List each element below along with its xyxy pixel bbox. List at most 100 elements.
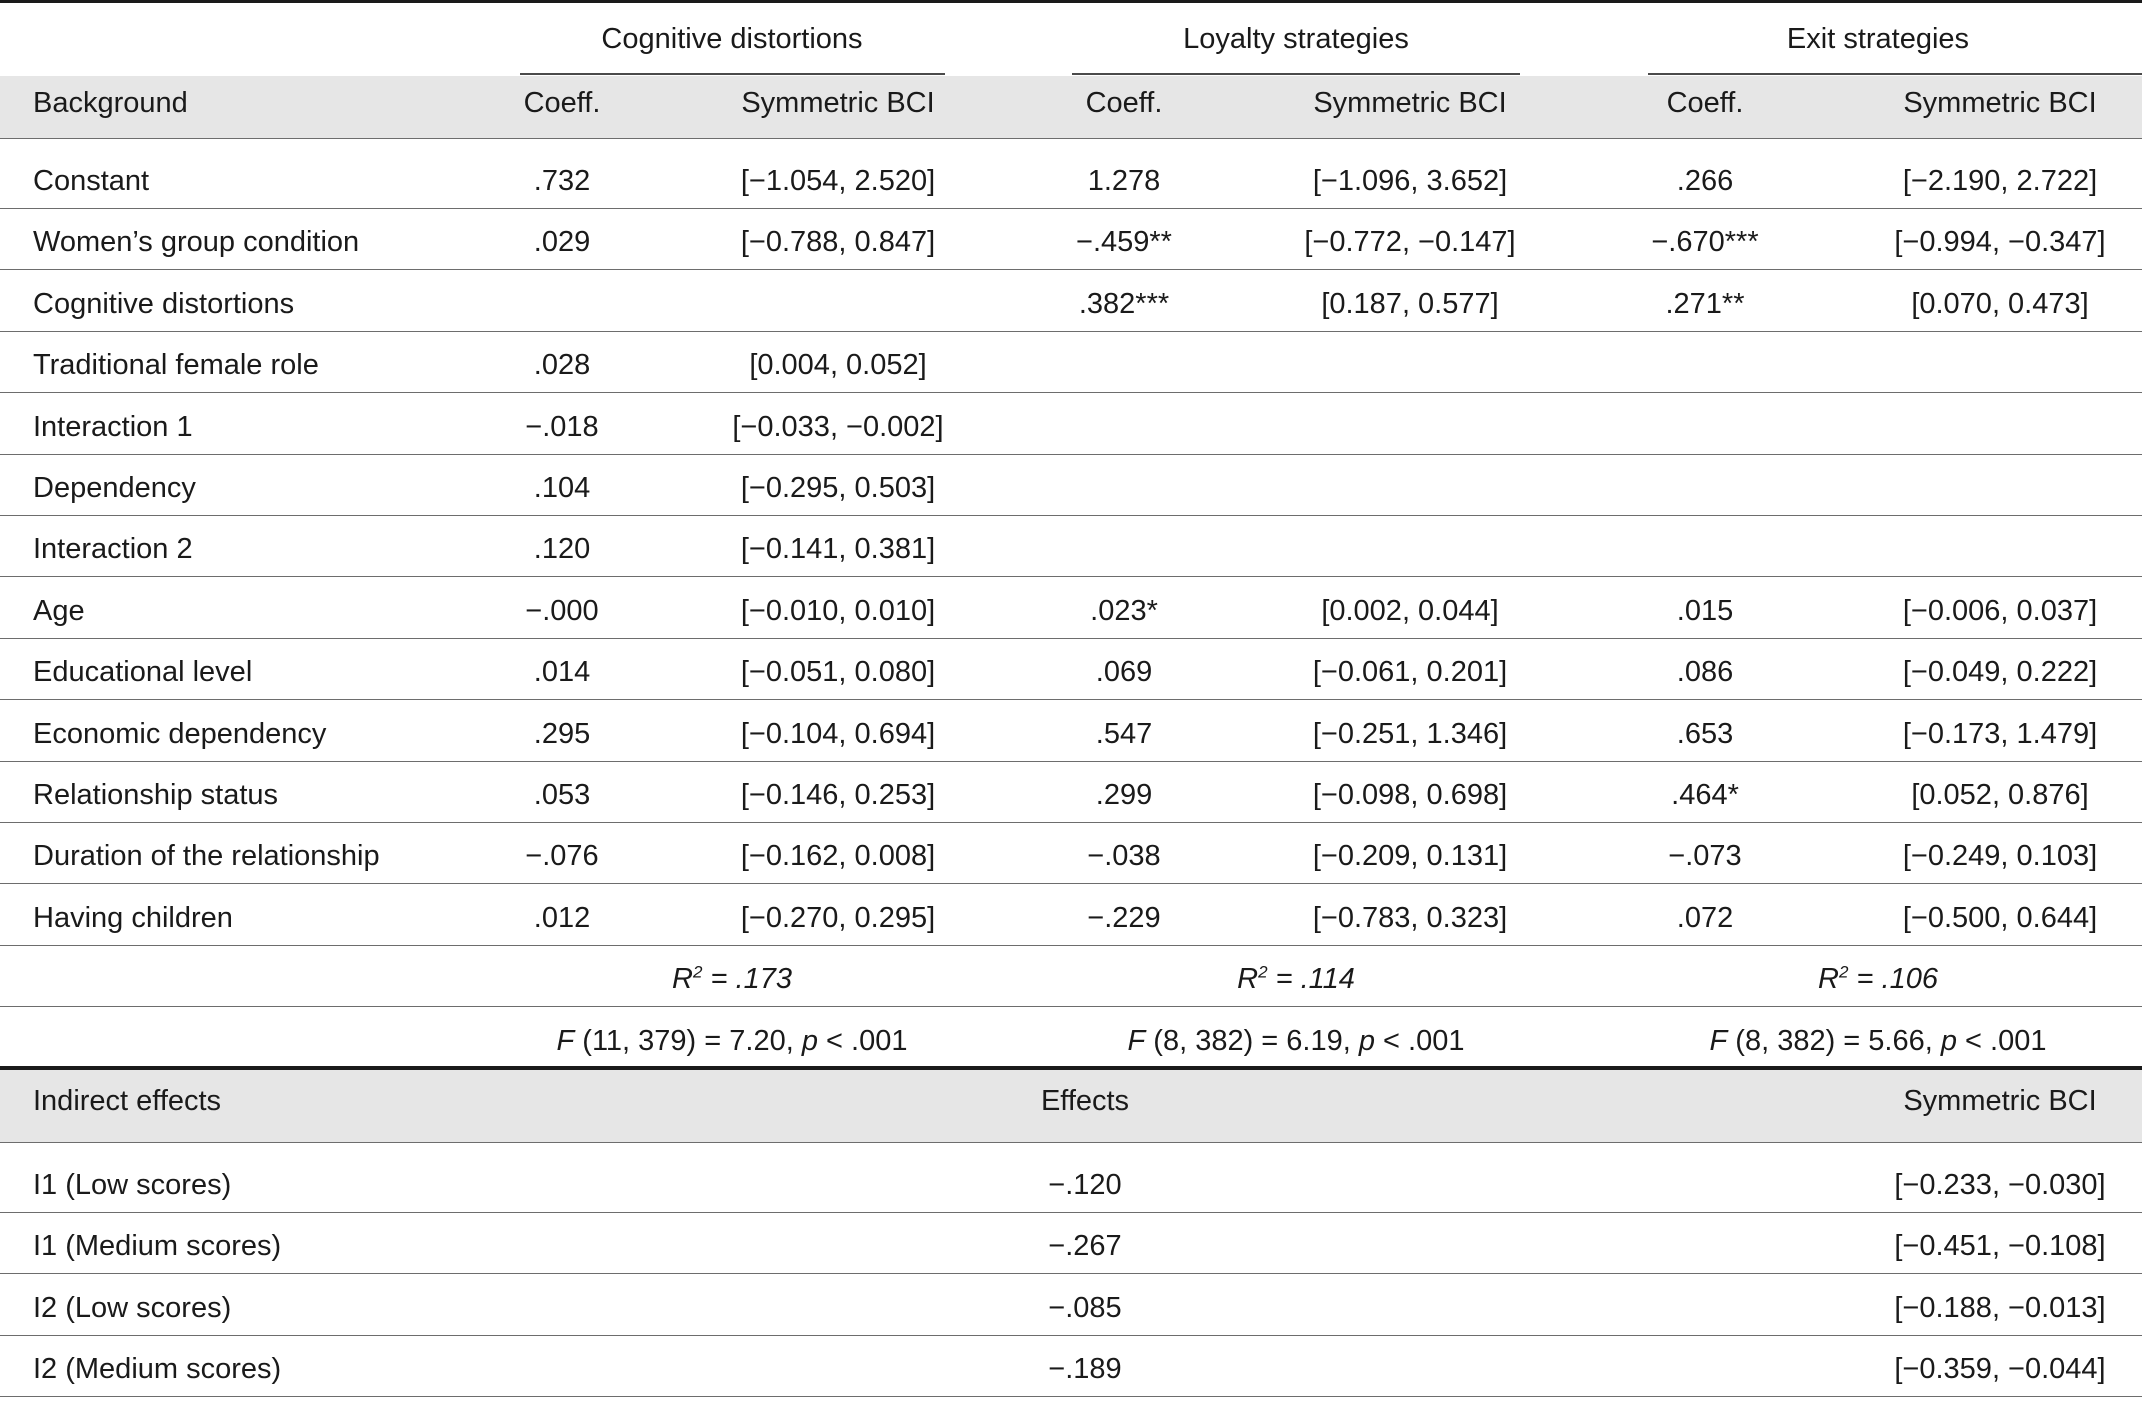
bci-cell: [−0.049, 0.222] bbox=[1902, 656, 2098, 689]
fit-divider bbox=[0, 1006, 2142, 1007]
r-squared-exponent: 2 bbox=[692, 962, 703, 982]
bci-cell: [−0.783, 0.323] bbox=[1312, 901, 1508, 934]
row-label: Duration of the relationship bbox=[33, 840, 380, 873]
bci-cell: [−1.096, 3.652] bbox=[1312, 165, 1508, 197]
bci-cell: [−0.209, 0.131] bbox=[1312, 840, 1508, 873]
row-label: Interaction 1 bbox=[33, 410, 193, 443]
section-thick-rule bbox=[0, 1066, 2142, 1070]
bci-cell: [−0.500, 0.644] bbox=[1902, 901, 2098, 934]
coefficient-cell: .015 bbox=[1676, 594, 1734, 627]
bci-cell: [−0.249, 0.103] bbox=[1902, 840, 2098, 873]
bci-cell: [−0.173, 1.479] bbox=[1902, 717, 2098, 750]
coefficient-cell: .732 bbox=[533, 165, 591, 197]
row-divider bbox=[0, 331, 2142, 332]
f-symbol: F bbox=[1127, 1025, 1146, 1057]
indirect-row-label: I2 (Low scores) bbox=[33, 1291, 232, 1324]
f-statistic: F (11, 379) = 7.20, p < .001 bbox=[557, 1021, 908, 1061]
indirect-row-label: I2 (Medium scores) bbox=[33, 1352, 282, 1385]
coefficient-cell: .029 bbox=[533, 226, 591, 259]
bci-cell: [−0.146, 0.253] bbox=[740, 779, 936, 811]
indirect-header-effects: Effects bbox=[1040, 1085, 1130, 1117]
f-symbol: F bbox=[1709, 1025, 1728, 1057]
bci-header: Symmetric BCI bbox=[1903, 87, 2097, 119]
r-squared: R2 = .114 bbox=[1237, 959, 1355, 999]
r-squared-symbol: R bbox=[1818, 963, 1839, 995]
coefficient-cell: .069 bbox=[1095, 656, 1153, 689]
indirect-header-rule bbox=[0, 1142, 2142, 1143]
coefficient-cell: −.670*** bbox=[1651, 226, 1759, 259]
coefficient-cell: .023* bbox=[1090, 594, 1158, 627]
bci-cell: [−0.098, 0.698] bbox=[1312, 779, 1508, 811]
group-header: Cognitive distortions bbox=[601, 23, 863, 55]
row-divider bbox=[0, 945, 2142, 946]
coefficient-cell: .072 bbox=[1676, 901, 1734, 934]
indirect-header-shade bbox=[0, 1070, 2142, 1142]
coefficient-cell: .120 bbox=[533, 533, 591, 566]
indirect-row-divider bbox=[0, 1396, 2142, 1397]
row-label-header: Background bbox=[33, 87, 188, 119]
p-symbol: p bbox=[1358, 1025, 1375, 1057]
row-divider bbox=[0, 761, 2142, 762]
r-squared-value: = .173 bbox=[702, 963, 792, 995]
row-label: Economic dependency bbox=[33, 717, 327, 750]
coefficient-cell: .271** bbox=[1665, 287, 1745, 320]
indirect-effect: −.085 bbox=[1048, 1291, 1122, 1324]
group-underline bbox=[1072, 73, 1520, 75]
top-rule bbox=[0, 0, 2142, 3]
bci-cell: [−0.270, 0.295] bbox=[740, 901, 936, 934]
group-header: Exit strategies bbox=[1786, 23, 1970, 55]
bci-cell: [−0.104, 0.694] bbox=[740, 717, 936, 750]
row-divider bbox=[0, 699, 2142, 700]
coefficient-cell: .382*** bbox=[1078, 287, 1170, 320]
coefficient-cell: −.018 bbox=[525, 410, 599, 443]
coefficient-cell: .295 bbox=[533, 717, 591, 750]
indirect-bci: [−0.359, −0.044] bbox=[1894, 1352, 2106, 1385]
row-divider bbox=[0, 269, 2142, 270]
row-divider bbox=[0, 392, 2142, 393]
p-value: < .001 bbox=[1956, 1025, 2047, 1057]
indirect-row-divider bbox=[0, 1273, 2142, 1274]
header-shade bbox=[0, 76, 2142, 138]
coeff-header: Coeff. bbox=[1666, 87, 1744, 119]
p-symbol: p bbox=[801, 1025, 818, 1057]
coefficient-cell: .464* bbox=[1671, 779, 1739, 811]
bci-cell: [0.004, 0.052] bbox=[749, 349, 927, 382]
f-statistic: F (8, 382) = 6.19, p < .001 bbox=[1128, 1021, 1465, 1061]
indirect-effect: −.267 bbox=[1048, 1230, 1122, 1263]
f-symbol: F bbox=[556, 1025, 575, 1057]
row-divider bbox=[0, 638, 2142, 639]
coefficient-cell: .653 bbox=[1676, 717, 1734, 750]
bci-cell: [−0.295, 0.503] bbox=[740, 472, 936, 504]
bci-cell: [−0.772, −0.147] bbox=[1304, 226, 1516, 259]
r-squared-value: = .106 bbox=[1848, 963, 1938, 995]
r-squared-symbol: R bbox=[1237, 963, 1259, 995]
f-value: (8, 382) = 6.19, bbox=[1145, 1025, 1359, 1057]
group-underline bbox=[520, 73, 945, 75]
indirect-row-label: I1 (Low scores) bbox=[33, 1169, 232, 1201]
coefficient-cell: .104 bbox=[533, 472, 591, 504]
row-label: Cognitive distortions bbox=[33, 287, 295, 320]
indirect-header-bci: Symmetric BCI bbox=[1903, 1085, 2097, 1117]
row-divider bbox=[0, 883, 2142, 884]
coefficient-cell: 1.278 bbox=[1087, 165, 1161, 197]
bci-cell: [0.002, 0.044] bbox=[1321, 594, 1499, 627]
f-value: (11, 379) = 7.20, bbox=[574, 1025, 802, 1057]
indirect-row-divider bbox=[0, 1335, 2142, 1336]
group-header: Loyalty strategies bbox=[1183, 23, 1409, 55]
p-value: < .001 bbox=[1374, 1025, 1465, 1057]
row-divider bbox=[0, 515, 2142, 516]
p-value: < .001 bbox=[817, 1025, 908, 1057]
coefficient-cell: .299 bbox=[1095, 779, 1153, 811]
coefficient-cell: .028 bbox=[533, 349, 591, 382]
row-label: Having children bbox=[33, 901, 233, 934]
row-label: Constant bbox=[33, 165, 150, 197]
bci-cell: [−0.994, −0.347] bbox=[1894, 226, 2106, 259]
bci-cell: [−0.141, 0.381] bbox=[740, 533, 936, 566]
row-divider bbox=[0, 822, 2142, 823]
f-value: (8, 382) = 5.66, bbox=[1727, 1025, 1941, 1057]
r-squared-exponent: 2 bbox=[1258, 962, 1268, 982]
coefficient-cell: .086 bbox=[1676, 656, 1734, 689]
row-divider bbox=[0, 208, 2142, 209]
coefficient-cell: .012 bbox=[533, 901, 591, 934]
